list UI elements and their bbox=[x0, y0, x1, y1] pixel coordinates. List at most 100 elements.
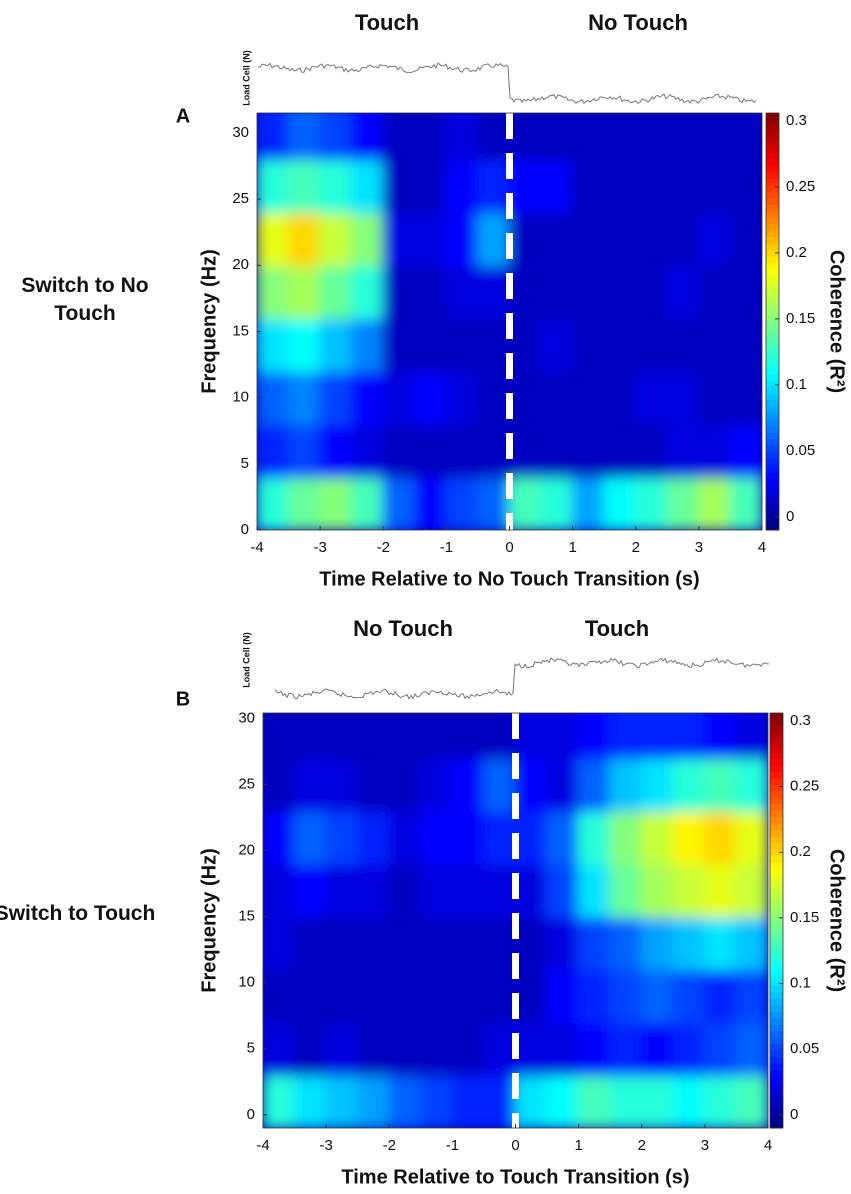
heatmap-cell bbox=[419, 968, 454, 1024]
panel-label: B bbox=[176, 688, 190, 710]
colorbar-tick-label: 0.25 bbox=[790, 778, 819, 795]
heatmap-cell bbox=[445, 211, 479, 267]
heatmap-cell bbox=[388, 968, 422, 1024]
colorbar-swatch bbox=[766, 380, 779, 388]
colorbar-swatch bbox=[766, 249, 779, 257]
heatmap-cell bbox=[514, 1074, 549, 1128]
colorbar-tick-label: 0 bbox=[790, 1106, 798, 1123]
heatmap-cell bbox=[697, 158, 732, 214]
heatmap-cell bbox=[735, 862, 768, 918]
colorbar-swatch bbox=[766, 145, 779, 153]
colorbar-swatch bbox=[770, 797, 783, 805]
heatmap-cell bbox=[577, 756, 612, 812]
heatmap-cell bbox=[571, 476, 606, 530]
colorbar-swatch bbox=[766, 152, 779, 160]
colorbar-swatch bbox=[770, 764, 783, 772]
colorbar-tick-label: 0.2 bbox=[790, 843, 811, 860]
heatmap-cell bbox=[603, 158, 637, 214]
heatmap-cell bbox=[419, 915, 454, 971]
heatmap-cell bbox=[546, 756, 580, 812]
heatmap-cell bbox=[350, 211, 385, 267]
row-label: Switch to Touch bbox=[0, 902, 156, 925]
y-tick-label: 30 bbox=[238, 709, 255, 726]
colorbar-tick-label: 0 bbox=[786, 508, 794, 525]
heatmap-cell bbox=[325, 1074, 359, 1128]
heatmap-cell bbox=[476, 423, 511, 479]
heatmap-cell bbox=[293, 862, 328, 918]
heatmap-cell bbox=[476, 476, 511, 530]
heatmap-cell bbox=[735, 809, 768, 865]
heatmap-cell bbox=[634, 113, 669, 161]
heatmap-cell bbox=[571, 113, 606, 161]
heatmap-cell bbox=[571, 264, 606, 320]
colorbar-swatch bbox=[770, 881, 783, 889]
heatmap-cell bbox=[729, 158, 762, 214]
colorbar-swatch bbox=[770, 907, 783, 915]
heatmap-cell bbox=[325, 862, 359, 918]
colorbar-swatch bbox=[770, 1030, 783, 1038]
colorbar-swatch bbox=[766, 458, 779, 466]
heatmap-cell bbox=[325, 968, 359, 1024]
heatmap-cell bbox=[546, 915, 580, 971]
heatmap-cell bbox=[540, 476, 574, 530]
heatmap-cell bbox=[603, 264, 637, 320]
heatmap-cell bbox=[640, 862, 675, 918]
heatmap-cell bbox=[482, 1074, 517, 1128]
condition-label: Touch bbox=[585, 616, 649, 641]
x-tick-label: -3 bbox=[313, 539, 326, 556]
heatmap-cell bbox=[388, 915, 422, 971]
heatmap-cell bbox=[350, 264, 385, 320]
x-tick-label: 0 bbox=[511, 1137, 519, 1154]
x-tick-label: 1 bbox=[574, 1137, 582, 1154]
heatmap-cell bbox=[413, 158, 448, 214]
heatmap-cell bbox=[697, 113, 732, 161]
colorbar-swatch bbox=[766, 360, 779, 368]
heatmap-cell bbox=[697, 476, 732, 530]
heatmap-cell bbox=[413, 113, 448, 161]
colorbar-swatch bbox=[766, 367, 779, 375]
heatmap-cell bbox=[735, 1021, 768, 1077]
heatmap-cell bbox=[735, 915, 768, 971]
heatmap-cell bbox=[609, 756, 643, 812]
heatmap-cell bbox=[257, 113, 290, 161]
colorbar-tick-label: 0.3 bbox=[786, 112, 807, 129]
colorbar-swatch bbox=[770, 862, 783, 870]
colorbar-swatch bbox=[770, 1089, 783, 1097]
heatmap-cell bbox=[451, 713, 485, 759]
row-label: Switch to No Touch bbox=[21, 274, 149, 325]
heatmap-cell bbox=[382, 423, 416, 479]
heatmap-cell bbox=[476, 317, 511, 373]
heatmap-cell bbox=[571, 423, 606, 479]
heatmap-cells bbox=[257, 113, 762, 530]
colorbar-swatch bbox=[766, 523, 779, 531]
condition-label: No Touch bbox=[588, 10, 688, 35]
heatmap-cell bbox=[634, 211, 669, 267]
heatmap-cell bbox=[482, 756, 517, 812]
colorbar-swatch bbox=[770, 751, 783, 759]
colorbar-swatch bbox=[766, 295, 779, 303]
colorbar-swatch bbox=[770, 777, 783, 785]
heatmap-cell bbox=[445, 264, 479, 320]
heatmap-cell bbox=[293, 713, 328, 759]
heatmap-cell bbox=[287, 317, 322, 373]
colorbar-swatch bbox=[766, 354, 779, 362]
y-tick-label: 15 bbox=[238, 908, 255, 925]
heatmap-cell bbox=[257, 211, 290, 267]
heatmap-cell bbox=[356, 968, 391, 1024]
heatmap-cell bbox=[293, 1021, 328, 1077]
load-cell-trace bbox=[274, 657, 770, 700]
x-tick-label: 3 bbox=[701, 1137, 709, 1154]
heatmap-cell bbox=[577, 862, 612, 918]
heatmap-cell bbox=[609, 862, 643, 918]
heatmap-cell bbox=[325, 915, 359, 971]
heatmap-cell bbox=[634, 423, 669, 479]
heatmap-cell bbox=[666, 370, 700, 426]
y-tick-label: 25 bbox=[238, 775, 255, 792]
colorbar-swatch bbox=[766, 223, 779, 231]
heatmap-cell bbox=[672, 1021, 706, 1077]
colorbar bbox=[766, 113, 779, 531]
heatmap-cell bbox=[263, 1021, 296, 1077]
heatmap-cell bbox=[382, 211, 416, 267]
y-tick-label: 5 bbox=[247, 1040, 255, 1057]
heatmap-cell bbox=[634, 264, 669, 320]
